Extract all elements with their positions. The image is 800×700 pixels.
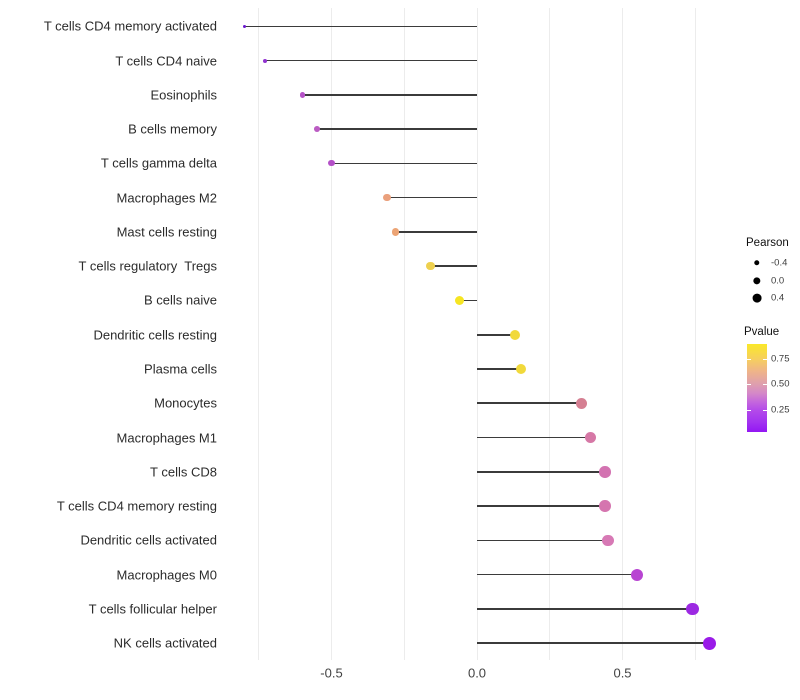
data-point-dot [685,602,699,616]
x-axis-tick-label: -0.5 [320,665,343,681]
data-point-dot [314,126,320,133]
stem-6 [395,231,477,233]
stem-17 [477,608,693,610]
y-axis-label: B cells naive [144,292,217,308]
data-point-dot [426,261,435,271]
legend-size-dot [752,293,762,303]
y-axis-label: Eosinophils [150,87,218,103]
data-point-dot [576,397,588,409]
legend-size-dot [754,260,760,266]
y-axis-label: Macrophages M0 [116,567,217,583]
colorbar-tick [747,410,751,411]
y-axis-label: Macrophages M2 [116,190,217,206]
stem-1 [264,59,477,62]
colorbar-tick [747,384,751,386]
y-axis-label: T cells follicular helper [88,601,217,617]
stem-7 [430,265,477,267]
y-axis-label: Macrophages M1 [116,430,217,446]
colorbar-label: 0.75 [771,353,790,365]
y-axis-label: T cells CD8 [150,464,217,480]
legend-size-dot [753,277,761,285]
stem-9 [477,333,515,336]
legend-size-label: 0.0 [771,275,785,287]
y-axis-label: Dendritic cells activated [80,532,217,548]
colorbar-tick [763,358,767,360]
stem-12 [477,436,591,439]
gridline [622,8,623,660]
stem-3 [316,128,477,130]
stem-11 [477,402,582,405]
data-point-dot [599,466,611,478]
data-point-dot [631,568,644,581]
data-point-dot [242,24,246,28]
colorbar-tick [763,384,767,386]
legend-size-label: 0.4 [771,292,785,304]
stem-13 [477,471,606,473]
y-axis-label: NK cells activated [113,635,217,651]
legend-color-title: Pvalue [744,326,780,338]
x-axis-tick-label: 0.5 [613,665,632,681]
stem-15 [477,539,608,542]
legend-size-label: -0.4 [771,257,788,269]
data-point-dot [391,228,400,236]
data-point-dot [703,636,717,650]
stem-2 [302,94,477,96]
data-point-dot [262,58,267,63]
data-point-dot [599,500,611,512]
data-point-dot [328,160,335,167]
colorbar-label: 0.50 [771,378,790,390]
y-axis-label: T cells CD4 memory activated [43,18,217,34]
colorbar-tick [763,410,767,411]
y-axis-label: T cells regulatory Tregs [78,258,217,274]
stem-14 [477,505,606,507]
colorbar-tick [747,358,751,360]
y-axis-label: B cells memory [128,121,217,137]
data-point-dot [382,193,391,202]
stem-4 [331,162,477,165]
gridline [694,8,696,660]
data-point-dot [299,92,306,98]
y-axis-label: Mast cells resting [116,224,217,240]
y-axis-label: Plasma cells [144,361,217,377]
data-point-dot [515,363,526,375]
legend-colorbar-gradient [747,344,767,432]
data-point-dot [602,534,614,547]
y-axis-label: T cells gamma delta [100,155,217,171]
gridline [403,8,405,660]
y-axis-label: Dendritic cells resting [93,327,217,343]
stem-18 [477,642,710,644]
colorbar-label: 0.25 [771,404,790,416]
stem-8 [459,299,477,302]
data-point-dot [509,329,520,340]
y-axis-label: Monocytes [154,395,217,411]
legend-size-title: Pearson [746,237,789,249]
x-axis-tick-label: 0.0 [467,665,487,681]
y-axis-label: T cells CD4 memory resting [56,498,217,514]
y-axis-label: T cells CD4 naive [115,53,217,69]
stem-16 [477,573,638,576]
stem-0 [244,25,477,28]
data-point-dot [454,295,465,305]
stem-5 [386,196,477,199]
stem-10 [477,368,521,370]
gridline [331,8,332,660]
gridline [549,8,551,660]
data-point-dot [584,431,597,444]
gridline [258,8,260,660]
